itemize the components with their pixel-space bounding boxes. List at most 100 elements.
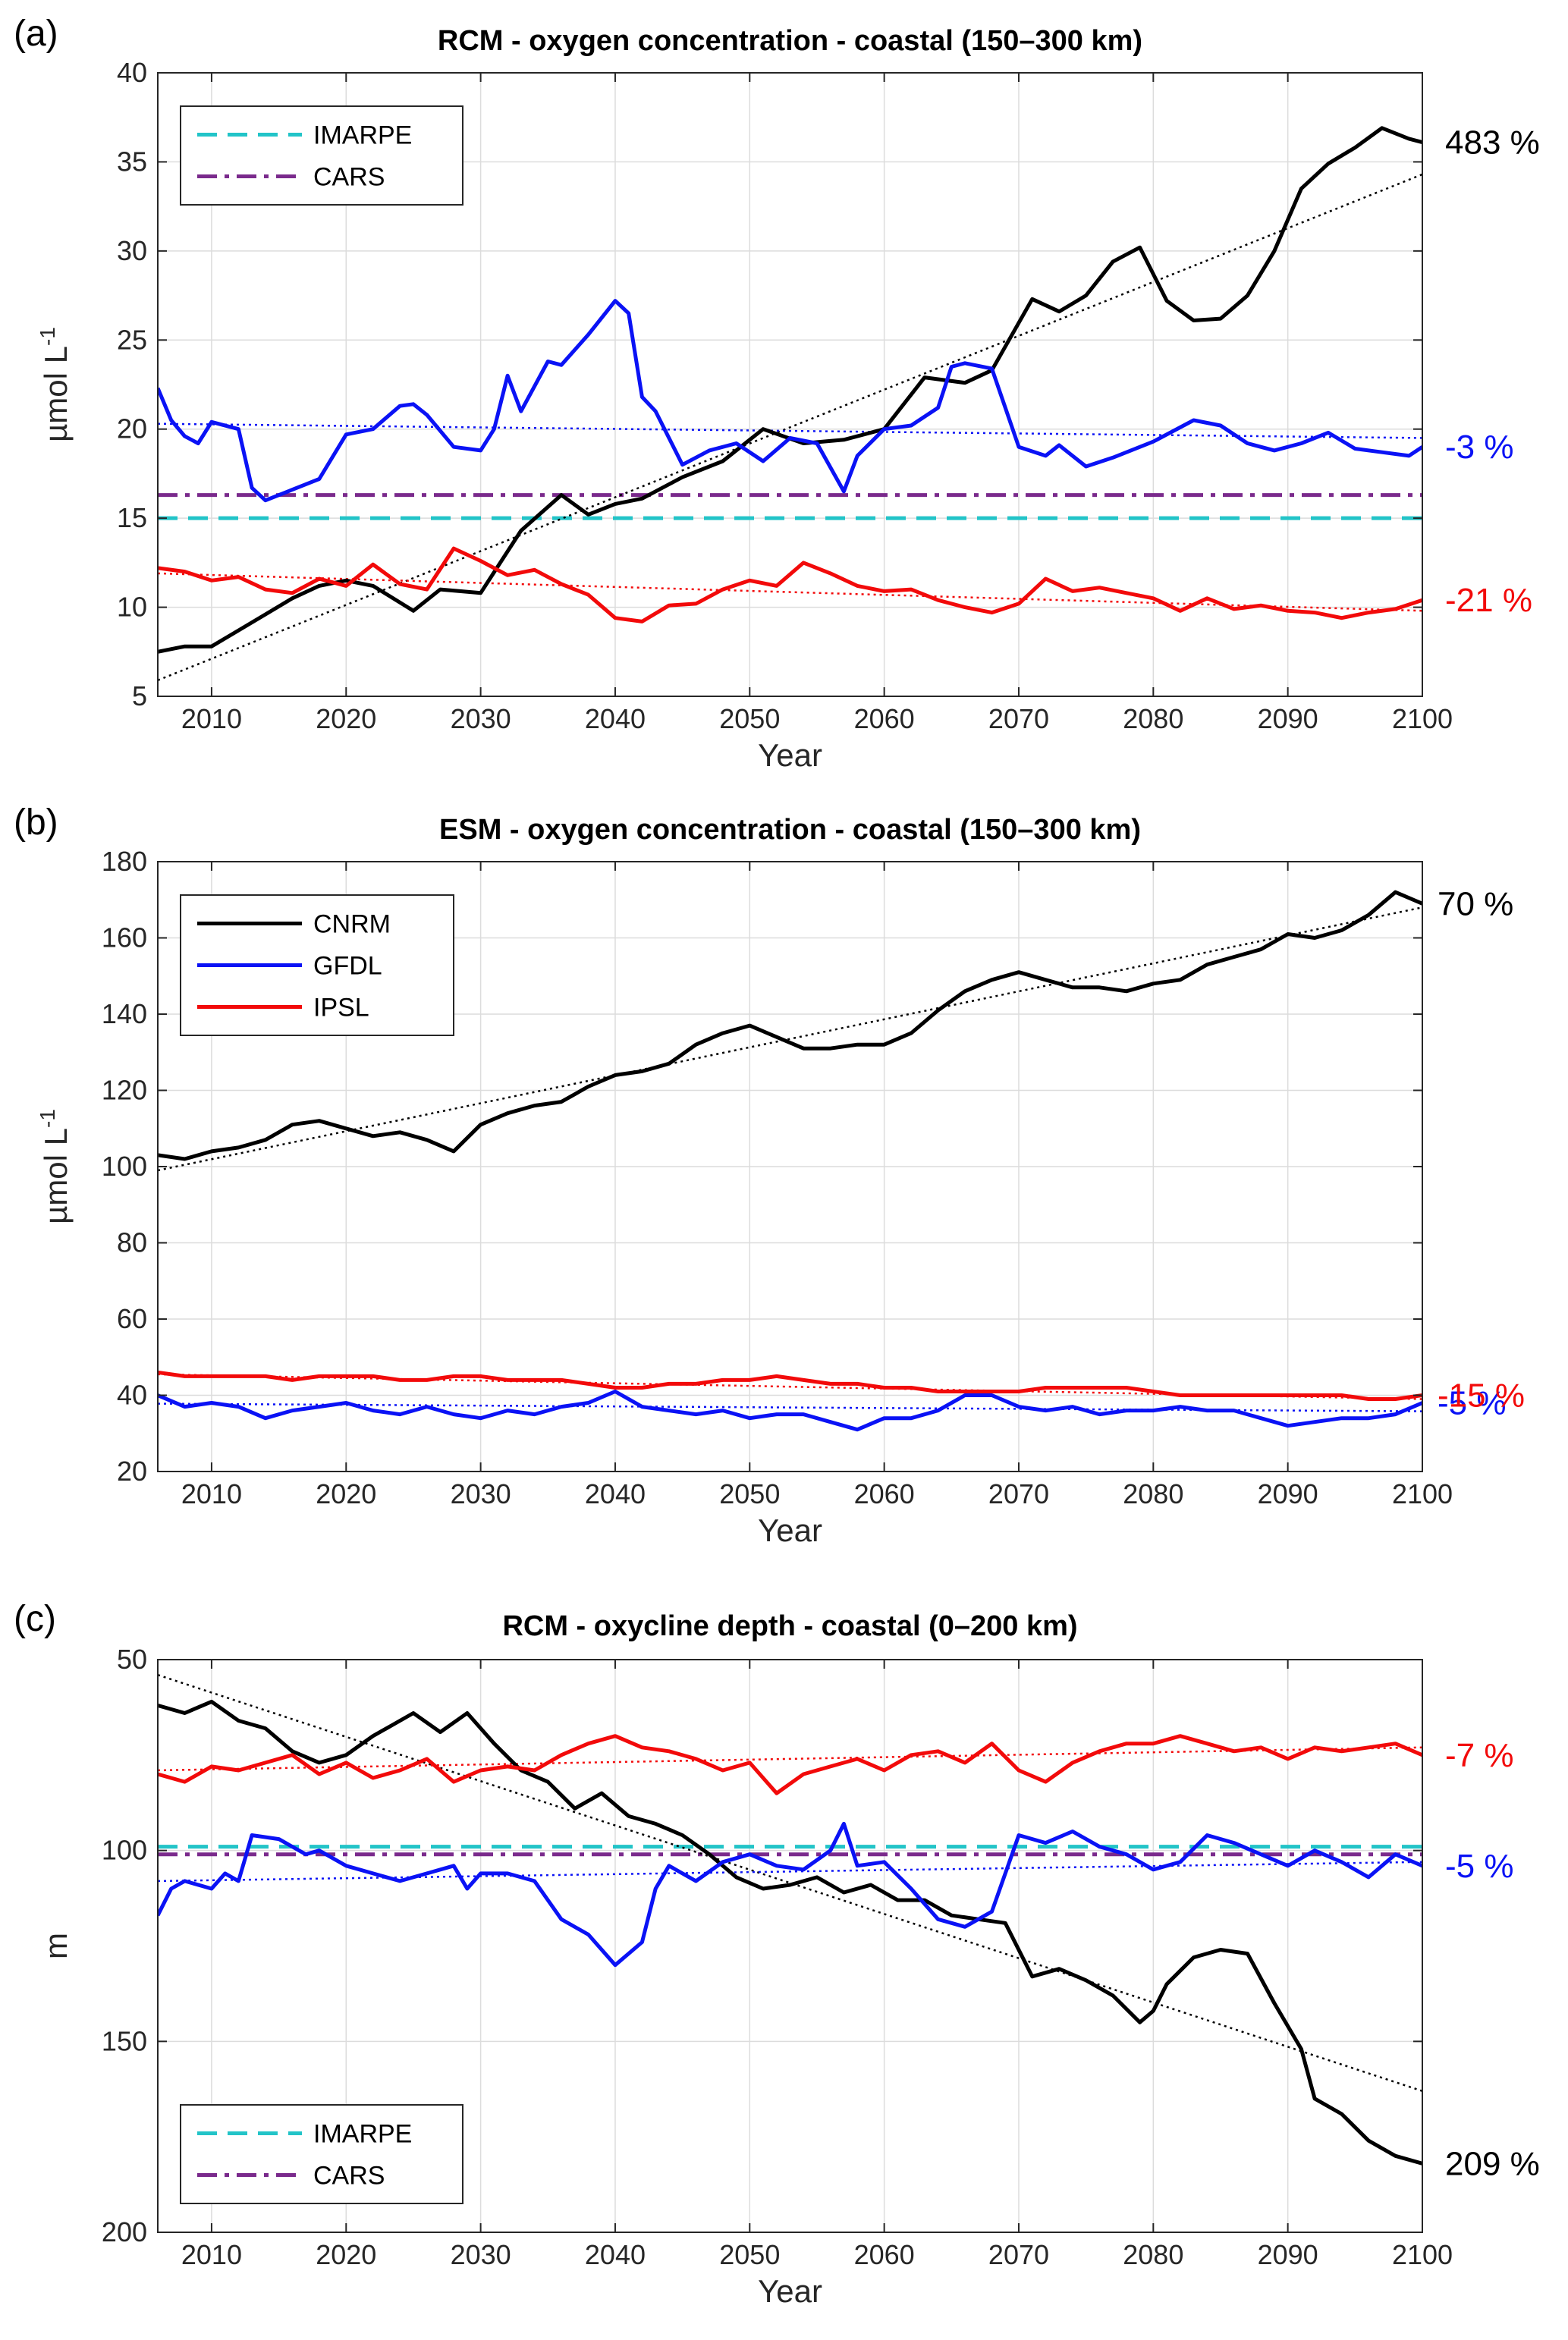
plot-data xyxy=(158,126,1422,682)
chart-panel-3: 2010 2020 2030 2040 2050 2060 2070 2080 2090 2100… xyxy=(14,1599,1540,2309)
x-tick-label: 2100 xyxy=(1392,2239,1453,2270)
legend-label: CARS xyxy=(313,163,385,192)
legend-box xyxy=(180,105,463,206)
x-tick-label: 2030 xyxy=(451,703,511,734)
series-change-label: -5 % xyxy=(1438,1385,1506,1422)
x-tick-label: 2060 xyxy=(854,1478,915,1509)
y-axis-label-superscript: -1 xyxy=(36,327,59,346)
trend-line xyxy=(158,1373,1422,1400)
series-line xyxy=(158,1821,1422,1968)
legend-label: GFDL xyxy=(313,952,382,981)
x-tick-label: 2070 xyxy=(988,2239,1049,2270)
series-line xyxy=(158,890,1422,1161)
x-tick-label: 2040 xyxy=(585,2239,646,2270)
y-tick-label: 100 xyxy=(102,1151,147,1182)
legend-box xyxy=(180,894,454,1036)
series-change-label: 483 % xyxy=(1445,124,1540,162)
legend: IMARPE CARS xyxy=(180,105,463,206)
chart-panel-1: 2010 2020 2030 2040 2050 2060 2070 2080 2090 2100… xyxy=(14,14,1540,773)
y-tick-label: 180 xyxy=(102,846,147,877)
panel-label: (c) xyxy=(14,1599,56,1639)
y-tick-label: 160 xyxy=(102,922,147,953)
y-tick-label: 35 xyxy=(117,146,147,177)
legend: CNRM GFDL IPSL xyxy=(180,894,454,1036)
chart-title: RCM - oxycline depth - coastal (0–200 km… xyxy=(502,1610,1077,1642)
trend-line xyxy=(158,1861,1422,1883)
y-tick-label: 50 xyxy=(117,1644,147,1675)
y-tick-label: 30 xyxy=(117,235,147,266)
panel-label: (a) xyxy=(14,14,58,54)
x-tick-label: 2070 xyxy=(988,1478,1049,1509)
x-tick-label: 2020 xyxy=(316,2239,376,2270)
x-tick-label: 2040 xyxy=(585,1478,646,1509)
x-tick-label: 2050 xyxy=(719,2239,780,2270)
y-tick-label: 15 xyxy=(117,502,147,533)
legend-label: IPSL xyxy=(313,994,369,1022)
x-tick-label: 2030 xyxy=(451,1478,511,1509)
series-line xyxy=(158,546,1422,623)
y-axis-label: m xyxy=(38,1933,74,1959)
trend-line xyxy=(158,906,1422,1172)
y-tick-label: 10 xyxy=(117,592,147,623)
x-tick-label: 2050 xyxy=(719,703,780,734)
chart-panel-2: 2010 2020 2030 2040 2050 2060 2070 2080 2090 2100… xyxy=(14,803,1525,1548)
y-tick-label: 120 xyxy=(102,1075,147,1106)
x-tick-label: 2090 xyxy=(1258,2239,1318,2270)
y-tick-label: 40 xyxy=(117,1380,147,1411)
y-tick-label: 5 xyxy=(132,680,147,711)
x-tick-label: 2090 xyxy=(1258,1478,1318,1509)
y-tick-label: 20 xyxy=(117,413,147,444)
chart-title: RCM - oxygen concentration - coastal (15… xyxy=(438,25,1142,57)
y-tick-label: 25 xyxy=(117,324,147,355)
x-tick-label: 2060 xyxy=(854,2239,915,2270)
trend-line xyxy=(158,1402,1422,1412)
y-axis-label: µmol L-1 xyxy=(36,1109,74,1224)
x-tick-label: 2080 xyxy=(1123,703,1183,734)
x-tick-label: 2020 xyxy=(316,703,376,734)
x-tick-label: 2100 xyxy=(1392,1478,1453,1509)
trend-line xyxy=(158,572,1422,612)
y-tick-label: 20 xyxy=(117,1456,147,1487)
y-tick-label: 80 xyxy=(117,1227,147,1258)
x-tick-label: 2020 xyxy=(316,1478,376,1509)
y-axis-label-superscript: -1 xyxy=(36,1109,59,1128)
series-change-label: -3 % xyxy=(1445,429,1513,466)
series-line xyxy=(158,1734,1422,1795)
axes-box xyxy=(157,1659,1423,2233)
series-change-label: 70 % xyxy=(1438,885,1513,922)
y-tick-label: 60 xyxy=(117,1303,147,1334)
series-change-label: -21 % xyxy=(1445,582,1532,619)
chart-title: ESM - oxygen concentration - coastal (15… xyxy=(439,814,1141,846)
x-axis-label: Year xyxy=(758,2273,822,2309)
x-axis-label: Year xyxy=(758,737,822,773)
legend-label: IMARPE xyxy=(313,121,412,150)
series-line xyxy=(158,126,1422,654)
x-tick-label: 2030 xyxy=(451,2239,511,2270)
x-tick-label: 2090 xyxy=(1258,703,1318,734)
panel-label: (b) xyxy=(14,803,58,843)
x-tick-label: 2010 xyxy=(181,1478,242,1509)
y-tick-label: 150 xyxy=(102,2025,147,2056)
series-line xyxy=(158,299,1422,503)
x-tick-label: 2010 xyxy=(181,703,242,734)
series-change-label: -7 % xyxy=(1445,1737,1513,1774)
series-change-label: -5 % xyxy=(1445,1848,1513,1885)
series-line xyxy=(158,1390,1422,1432)
series-line xyxy=(158,1370,1422,1401)
trend-line xyxy=(158,1746,1422,1772)
x-tick-label: 2050 xyxy=(719,1478,780,1509)
y-tick-label: 40 xyxy=(117,57,147,88)
trend-line xyxy=(158,173,1422,682)
legend: IMARPE CARS xyxy=(180,2104,463,2204)
x-tick-label: 2080 xyxy=(1123,2239,1183,2270)
legend-label: CARS xyxy=(313,2162,385,2191)
axes-box xyxy=(157,72,1423,697)
y-axis-label: µmol L-1 xyxy=(36,327,74,442)
plot-data xyxy=(158,890,1422,1432)
series-change-label: -15 % xyxy=(1438,1377,1525,1415)
trend-line xyxy=(158,422,1422,439)
x-tick-label: 2070 xyxy=(988,703,1049,734)
x-tick-label: 2010 xyxy=(181,2239,242,2270)
legend-label: IMARPE xyxy=(313,2120,412,2149)
